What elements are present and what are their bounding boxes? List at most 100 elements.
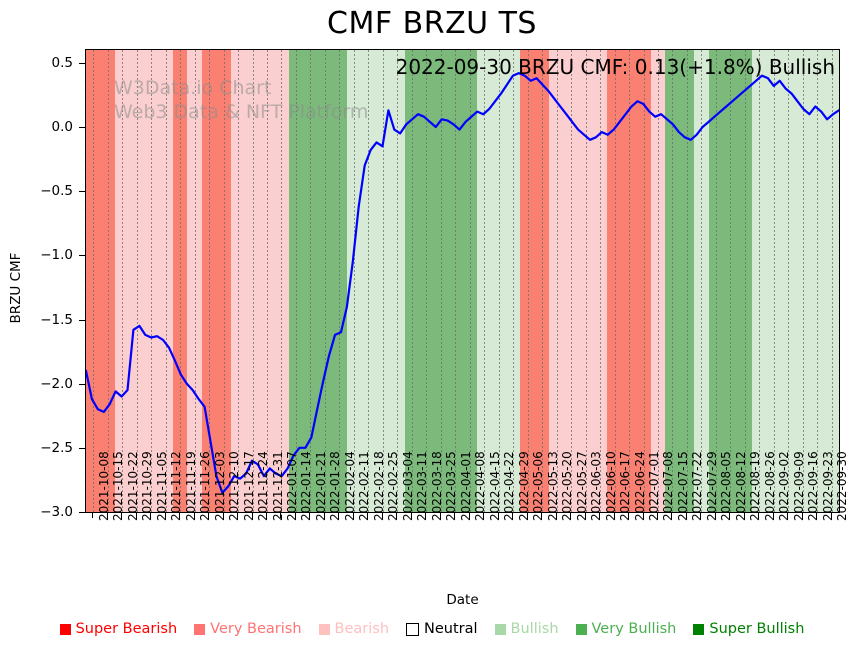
x-tick-label: 2021-10-22 (125, 451, 140, 521)
gridline (470, 50, 471, 512)
gridline (93, 50, 94, 512)
x-tick-mark (222, 513, 224, 518)
gridline (716, 50, 717, 512)
gridline (759, 50, 760, 512)
cmf-line-series (86, 72, 839, 494)
x-tick-label: 2022-06-03 (589, 451, 604, 521)
x-tick-mark (92, 513, 94, 518)
gridline (615, 50, 616, 512)
zone-band-bullish (824, 50, 839, 512)
zone-band-bearish (549, 50, 565, 512)
x-tick-label: 2022-01-28 (328, 451, 343, 521)
x-tick-mark (584, 513, 586, 518)
zone-band-bearish (187, 50, 203, 512)
x-tick-mark (483, 513, 485, 518)
zone-band-very_bearish (520, 50, 536, 512)
x-tick-label: 2021-12-10 (227, 451, 242, 521)
gridline (586, 50, 587, 512)
x-tick-mark (714, 513, 716, 518)
zone-band-bullish (491, 50, 507, 512)
legend-swatch-icon (318, 623, 330, 635)
x-tick-mark (425, 513, 427, 518)
x-tick-label: 2022-01-21 (313, 451, 328, 521)
plot-area: W3Data.io Chart Web3 Data & NFT Platform… (85, 49, 840, 513)
gridline (658, 50, 659, 512)
x-tick-label: 2022-07-29 (704, 451, 719, 521)
x-tick-label: 2021-10-15 (111, 451, 126, 521)
x-tick-label: 2022-05-27 (574, 451, 589, 521)
x-tick-mark (816, 513, 818, 518)
x-tick-label: 2022-09-30 (835, 451, 850, 521)
x-tick-mark (599, 513, 601, 518)
gridline (788, 50, 789, 512)
x-tick-label: 2022-04-29 (516, 451, 531, 521)
legend-item[interactable]: Super Bullish (693, 621, 804, 637)
legend-label: Very Bearish (210, 621, 302, 637)
x-tick-label: 2022-08-26 (762, 451, 777, 521)
zone-band-bearish (158, 50, 174, 512)
x-tick-label: 2022-02-04 (342, 451, 357, 521)
gridline (701, 50, 702, 512)
legend-item[interactable]: Bullish (494, 621, 559, 637)
x-tick-label: 2021-12-24 (256, 451, 271, 521)
x-tick-label: 2022-07-22 (690, 451, 705, 521)
x-tick-mark (454, 513, 456, 518)
gridline (817, 50, 818, 512)
x-tick-mark (150, 513, 152, 518)
x-tick-label: 2022-09-16 (806, 451, 821, 521)
y-tick-label: −2.5 (40, 439, 73, 456)
x-tick-mark (208, 513, 210, 518)
x-tick-label: 2022-01-07 (284, 451, 299, 521)
legend-item[interactable]: Very Bullish (575, 621, 676, 637)
x-tick-label: 2022-06-17 (618, 451, 633, 521)
gridline (412, 50, 413, 512)
legend-item[interactable]: Very Bearish (194, 621, 302, 637)
gridline (166, 50, 167, 512)
legend-item[interactable]: Super Bearish (59, 621, 178, 637)
legend-swatch-icon (693, 623, 705, 635)
x-tick-mark (367, 513, 369, 518)
gridline (441, 50, 442, 512)
x-tick-label: 2022-04-01 (458, 451, 473, 521)
y-tick-mark (79, 447, 85, 449)
y-axis: 0.5 0.0 −0.5 −1.0 −1.5 −2.0 −2.5 −3.0 BRZU CMF (0, 49, 85, 520)
x-tick-mark (570, 513, 572, 518)
gridline (310, 50, 311, 512)
x-tick-mark (468, 513, 470, 518)
gridline (281, 50, 282, 512)
legend-label: Bullish (510, 621, 559, 637)
x-tick-mark (541, 513, 543, 518)
gridline (600, 50, 601, 512)
gridline (513, 50, 514, 512)
latest-value-annotation: 2022-09-30 BRZU CMF: 0.13(+1.8%) Bullish (395, 55, 835, 79)
x-tick-mark (743, 513, 745, 518)
x-tick-label: 2022-07-08 (661, 451, 676, 521)
y-tick-mark (79, 512, 85, 513)
gridline (644, 50, 645, 512)
y-tick-label: −3.0 (40, 504, 73, 520)
y-axis-label: BRZU CMF (8, 252, 24, 324)
x-tick-label: 2022-07-01 (647, 451, 661, 521)
x-tick-mark (758, 513, 760, 518)
gridline (238, 50, 239, 512)
gridline (687, 50, 688, 512)
x-tick-label: 2021-11-26 (198, 451, 213, 521)
gridline (832, 50, 833, 512)
legend-label: Super Bearish (75, 621, 178, 637)
x-tick-mark (526, 513, 528, 518)
x-axis: 2021-10-08 2021-10-15 2021-10-22 2021-10-29… (85, 451, 849, 608)
legend-item[interactable]: Bearish (318, 621, 389, 637)
x-tick-mark (338, 513, 340, 518)
x-tick-mark (323, 513, 325, 518)
gridline (455, 50, 456, 512)
legend-swatch-icon (494, 623, 506, 635)
gridline (383, 50, 384, 512)
x-tick-mark (251, 513, 253, 518)
y-tick-label: −1.5 (40, 311, 73, 328)
x-tick-label: 2022-04-15 (487, 451, 502, 521)
gridline (774, 50, 775, 512)
gridline (296, 50, 297, 512)
legend-item[interactable]: Neutral (406, 621, 478, 637)
y-tick-mark (79, 191, 85, 193)
x-tick-label: 2021-11-05 (154, 451, 169, 521)
